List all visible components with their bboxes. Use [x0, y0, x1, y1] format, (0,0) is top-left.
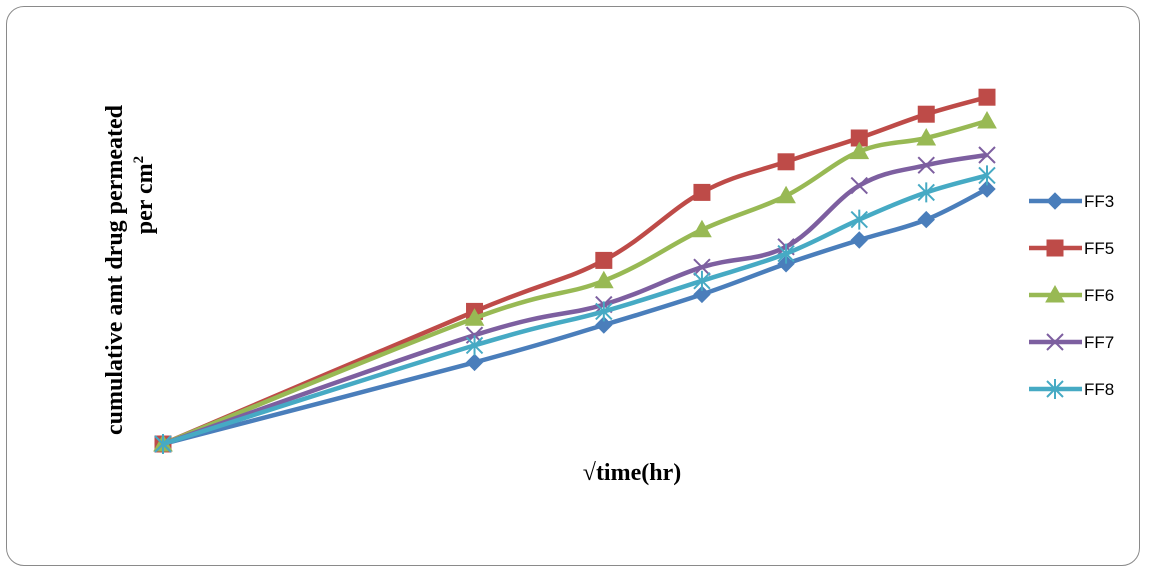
data-point-ff6-6 — [916, 127, 937, 146]
data-point-ff6-1 — [464, 308, 485, 326]
legend-item-ff6: FF6 — [1029, 284, 1114, 305]
data-point-ff6-5 — [849, 141, 870, 160]
data-point-ff5-4 — [777, 153, 795, 171]
series-line-ff7 — [162, 152, 988, 447]
data-point-ff7-7 — [978, 146, 996, 164]
data-point-ff8-6 — [917, 182, 935, 203]
series-line-ff6 — [162, 118, 988, 447]
data-point-ff6-3 — [692, 219, 712, 238]
data-point-ff7-3 — [693, 258, 711, 276]
legend-marker-ff7 — [1046, 333, 1064, 351]
series-line-ff8 — [162, 173, 988, 447]
data-point-ff3-4 — [777, 255, 795, 273]
legend-label-ff5: FF5 — [1084, 239, 1114, 258]
y-axis-title-line1: cumulative amt drug permeated — [102, 104, 128, 435]
data-point-ff3-6 — [917, 210, 935, 229]
data-point-ff7-5 — [850, 176, 868, 195]
y-axis-title-superscript: 2 — [131, 156, 147, 164]
data-point-ff5-2 — [595, 251, 613, 269]
series-ff8 — [154, 165, 996, 454]
y-axis-title-line2: per cm2 — [131, 156, 158, 234]
data-point-ff5-6 — [917, 105, 935, 123]
legend-marker-ff6 — [1045, 284, 1065, 303]
data-point-ff3-1 — [465, 353, 484, 372]
legend-marker-ff3 — [1046, 192, 1064, 210]
x-axis-title: √time(hr) — [583, 460, 681, 486]
series-line-ff5 — [162, 95, 988, 447]
data-point-ff8-2 — [595, 301, 613, 322]
legend-label-ff8: FF8 — [1084, 380, 1114, 399]
y-axis-title-line2-text: per cm — [132, 163, 158, 234]
legend-marker-ff8 — [1046, 379, 1064, 399]
series-ff5 — [154, 88, 996, 453]
series-ff6 — [153, 110, 997, 452]
legend-item-ff8: FF8 — [1029, 379, 1114, 399]
legend-label-ff3: FF3 — [1084, 192, 1114, 211]
data-point-ff8-3 — [693, 270, 711, 291]
legend-item-ff7: FF7 — [1029, 333, 1114, 352]
data-point-ff6-7 — [977, 110, 997, 129]
data-point-ff8-5 — [850, 209, 868, 230]
legend-label-ff6: FF6 — [1084, 286, 1114, 305]
legend: FF3 FF5 FF6 FF7 FF8 — [1029, 192, 1114, 399]
data-point-ff3-5 — [850, 231, 868, 249]
data-point-ff8-4 — [777, 243, 795, 264]
data-point-ff8-1 — [465, 335, 484, 356]
data-point-ff6-2 — [593, 270, 614, 289]
data-point-ff3-7 — [978, 180, 996, 198]
legend-marker-ff5 — [1046, 239, 1064, 257]
legend-item-ff5: FF5 — [1029, 239, 1114, 258]
legend-item-ff3: FF3 — [1029, 192, 1114, 211]
data-point-ff3-2 — [595, 316, 613, 334]
data-point-ff6-4 — [776, 185, 796, 204]
legend-label-ff7: FF7 — [1084, 333, 1114, 352]
series-layer — [153, 88, 997, 454]
chart-frame — [6, 6, 1140, 566]
data-point-ff5-3 — [693, 183, 711, 201]
data-point-ff8-7 — [978, 165, 996, 186]
data-point-ff3-3 — [693, 285, 711, 304]
series-ff3 — [154, 180, 996, 453]
y-axis-title: cumulative amt drug permeated per cm2 — [102, 104, 158, 435]
data-point-ff8-0 — [154, 434, 172, 454]
data-point-ff5-7 — [978, 88, 996, 106]
data-point-ff7-6 — [917, 156, 935, 174]
